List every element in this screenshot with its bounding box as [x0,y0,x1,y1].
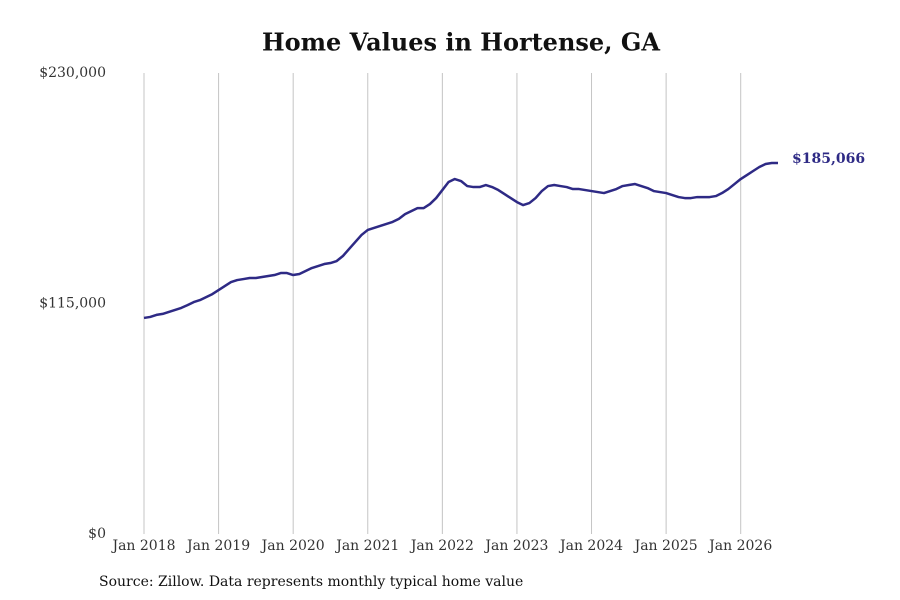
y-tick-label: $115,000 [39,296,106,312]
line-series [143,161,779,320]
x-tick-label: Jan 2025 [633,538,698,554]
chart-title: Home Values in Hortense, GA [262,28,660,57]
x-tick-label: Jan 2023 [483,538,548,554]
x-tick-label: Jan 2026 [707,538,772,554]
x-tick-label: Jan 2018 [110,538,175,554]
y-tick-label: $230,000 [39,65,106,81]
source-note: Source: Zillow. Data represents monthly … [99,574,523,590]
x-tick-label: Jan 2020 [260,538,325,554]
x-tick-label: Jan 2021 [334,538,399,554]
y-tick-label: $0 [88,526,106,542]
x-tick-label: Jan 2019 [185,538,250,554]
x-tick-label: Jan 2024 [558,538,623,554]
x-tick-label: Jan 2022 [409,538,474,554]
value-label: $185,066 [792,151,865,167]
